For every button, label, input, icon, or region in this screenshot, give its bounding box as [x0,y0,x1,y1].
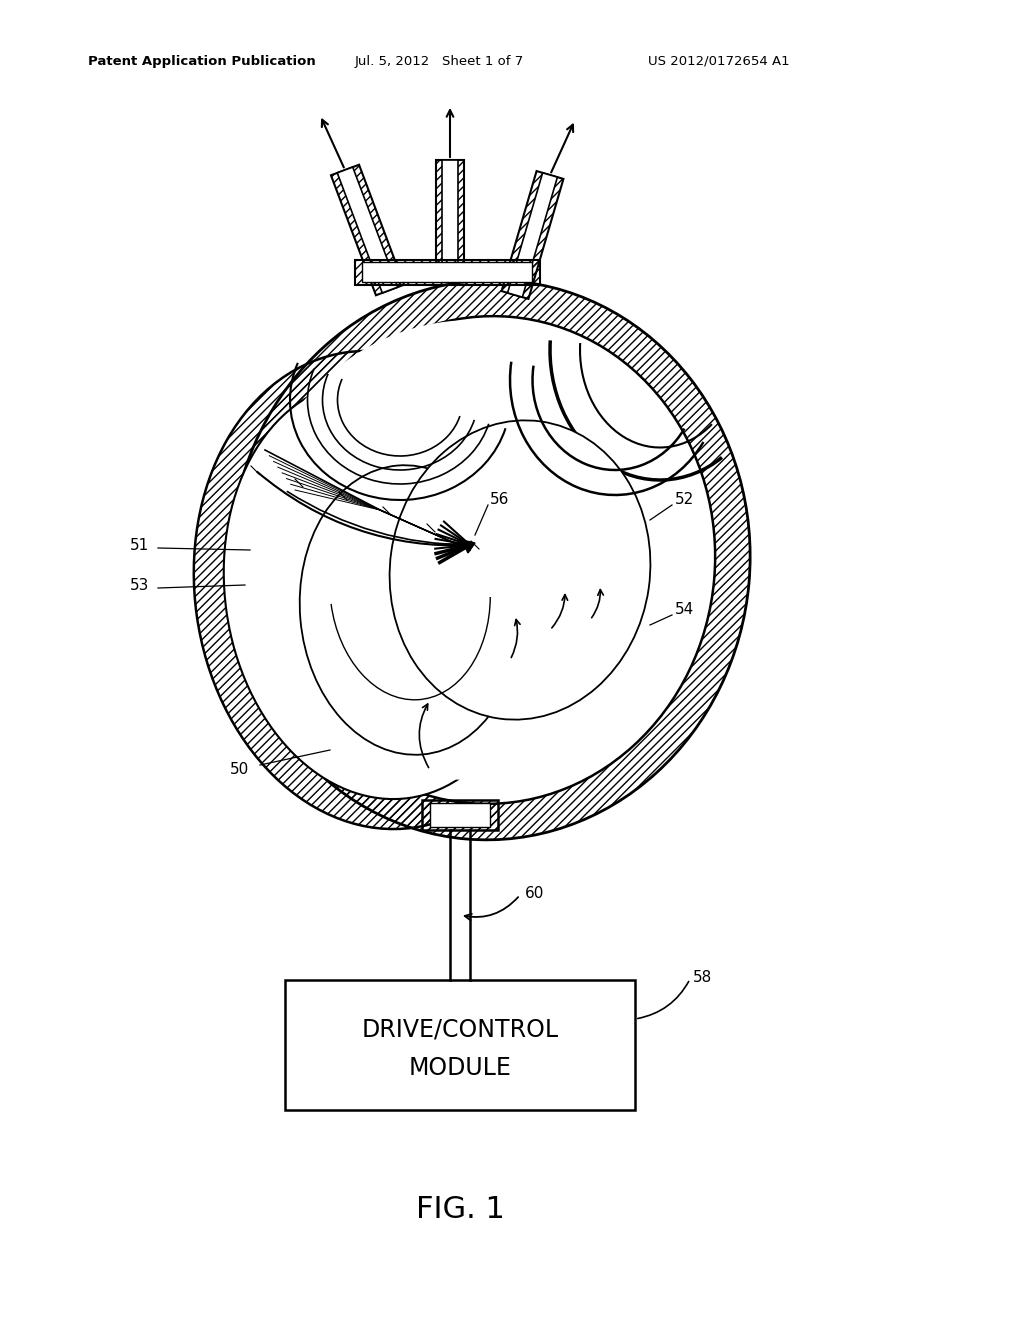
FancyArrowPatch shape [288,491,472,545]
Text: DRIVE/CONTROL: DRIVE/CONTROL [361,1018,558,1041]
Text: MODULE: MODULE [409,1056,511,1080]
Text: 53: 53 [130,578,150,593]
Bar [355,260,540,285]
Ellipse shape [389,420,650,719]
Polygon shape [508,173,557,297]
Polygon shape [462,540,475,553]
Text: Jul. 5, 2012   Sheet 1 of 7: Jul. 5, 2012 Sheet 1 of 7 [355,55,524,69]
Polygon shape [337,168,397,293]
Text: 58: 58 [693,969,713,985]
Bar [422,800,498,830]
Text: 60: 60 [525,886,545,900]
Text: FIG. 1: FIG. 1 [416,1196,505,1225]
Bar [285,979,635,1110]
Bar [362,261,532,282]
FancyArrowPatch shape [257,471,472,545]
Ellipse shape [265,315,715,804]
Ellipse shape [300,465,520,755]
Text: Patent Application Publication: Patent Application Publication [88,55,315,69]
Ellipse shape [224,381,537,799]
Text: 51: 51 [130,537,150,553]
Text: 50: 50 [230,763,249,777]
Polygon shape [442,160,458,280]
Ellipse shape [250,319,690,780]
Text: US 2012/0172654 A1: US 2012/0172654 A1 [648,55,790,69]
Bar [430,803,490,828]
Text: 56: 56 [490,492,509,507]
Text: 54: 54 [675,602,694,618]
Text: 52: 52 [675,492,694,507]
